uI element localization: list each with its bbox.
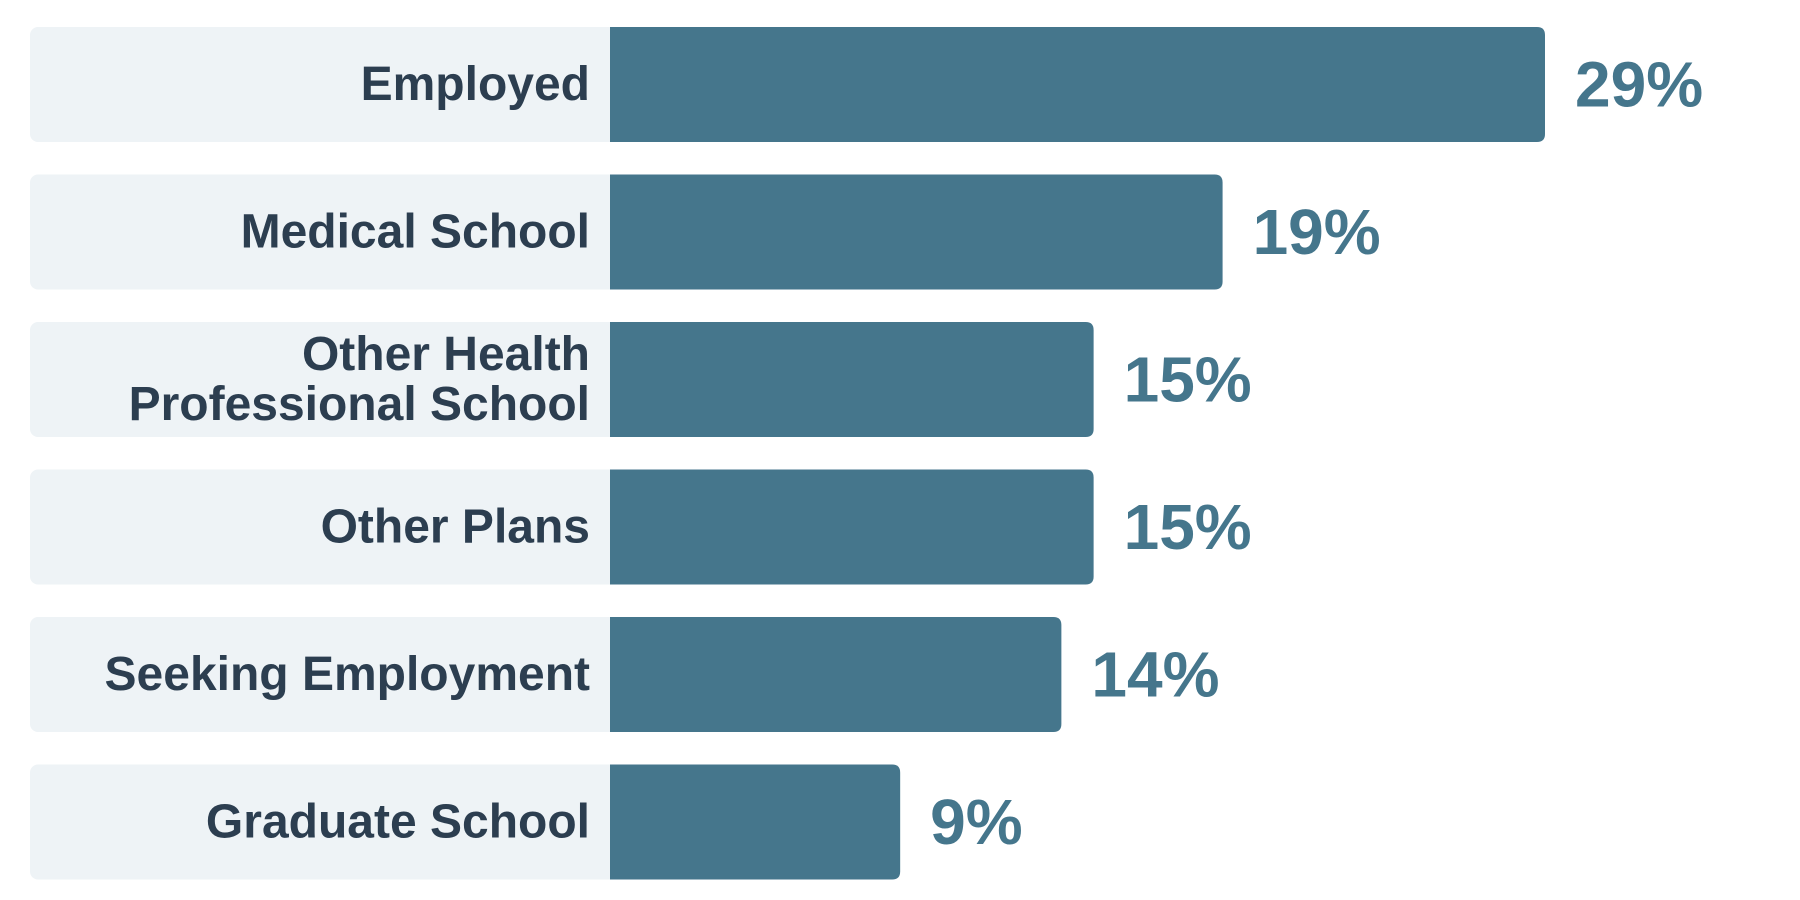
value-label: 15%: [1124, 491, 1252, 563]
category-label-panel: [30, 322, 620, 437]
bar-row: Graduate School 9%: [30, 764, 1023, 880]
category-label: Seeking Employment: [105, 648, 590, 701]
bar-row: Medical School 19%: [30, 174, 1381, 290]
bar-row: Other Plans 15%: [30, 469, 1252, 585]
category-label-line: Other Health: [302, 328, 590, 381]
category-label-line: Graduate School: [206, 796, 590, 849]
bar: [610, 469, 1094, 585]
category-label-panel: [30, 174, 620, 290]
category-label-panel: [30, 764, 620, 880]
bar: [610, 27, 1545, 142]
category-label-line: Medical School: [241, 206, 590, 259]
bar-row: Seeking Employment 14%: [30, 617, 1219, 732]
bar: [610, 764, 901, 880]
category-label-line: Other Plans: [321, 501, 590, 554]
bar: [610, 322, 1094, 437]
category-label: Other Plans: [321, 501, 590, 554]
bar: [610, 174, 1223, 290]
category-label-panel: [30, 617, 620, 732]
category-label-line: Employed: [361, 58, 590, 111]
bar-row: Other Health Professional School 15%: [30, 322, 1252, 437]
category-label: Employed: [361, 58, 590, 111]
value-label: 29%: [1575, 49, 1703, 121]
value-label: 19%: [1253, 196, 1381, 268]
bar: [610, 617, 1062, 732]
category-label-line: Seeking Employment: [105, 648, 590, 701]
category-label-line: Professional School: [129, 378, 590, 431]
value-label: 14%: [1091, 639, 1219, 711]
value-label: 9%: [930, 786, 1023, 858]
value-label: 15%: [1124, 344, 1252, 416]
category-label-panel: [30, 469, 620, 585]
category-label: Medical School: [241, 206, 590, 259]
bar-row: Employed 29%: [30, 27, 1703, 142]
category-label: Other Health Professional School: [129, 328, 590, 431]
category-label: Graduate School: [206, 796, 590, 849]
category-label-panel: [30, 27, 620, 142]
